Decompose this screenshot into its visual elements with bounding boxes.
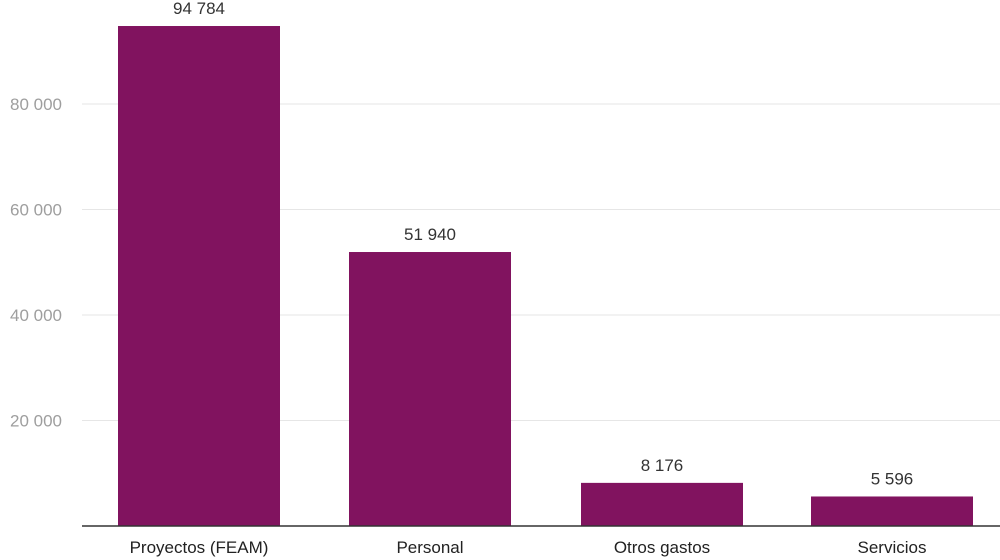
y-tick-label: 60 000 [10,201,62,220]
y-tick-label: 80 000 [10,95,62,114]
data-labels: 94 784 51 940 8 176 5 596 [173,0,913,488]
y-tick-label: 40 000 [10,306,62,325]
y-axis-ticks: 20 000 40 000 60 000 80 000 [10,95,62,431]
category-label: Personal [396,538,463,557]
x-axis-categories: Proyectos (FEAM) Personal Otros gastos Serv… [130,538,927,557]
bars [118,26,973,527]
y-tick-label: 20 000 [10,412,62,431]
data-label: 94 784 [173,0,225,18]
data-label: 51 940 [404,225,456,244]
category-label: Servicios [858,538,927,557]
bar [581,482,743,526]
data-label: 8 176 [641,456,684,475]
category-label: Proyectos (FEAM) [130,538,269,557]
bar [349,252,511,527]
bar [811,496,973,526]
category-label: Otros gastos [614,538,710,557]
bar [118,26,280,526]
data-label: 5 596 [871,469,914,488]
